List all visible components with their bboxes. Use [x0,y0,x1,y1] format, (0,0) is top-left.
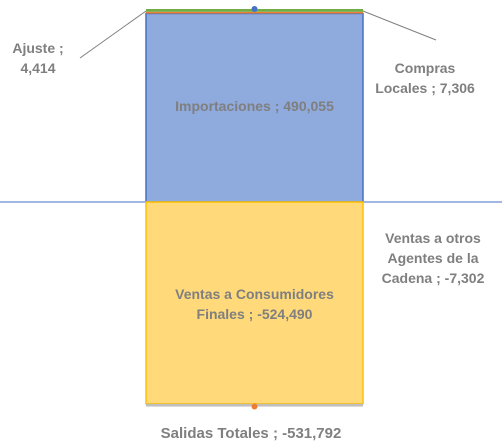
leader-line [362,10,437,41]
bar-segment [145,12,364,203]
total-marker [251,403,258,410]
leader-line [79,10,147,59]
data-label: Importaciones ; 490,055 [175,98,334,114]
data-label: Ventas a Consumidores Finales ; -524,490 [175,286,334,322]
data-label: Ajuste ; 4,414 [12,40,64,76]
bar-segment [146,11,363,14]
bar-segment [145,201,364,405]
data-label: Ventas a otros Agentes de la Cadena ; -7… [381,230,485,286]
data-label: Compras Locales ; 7,306 [375,60,475,96]
total-label: Salidas Totales ; -531,792 [160,425,342,442]
top-marker [251,6,258,12]
